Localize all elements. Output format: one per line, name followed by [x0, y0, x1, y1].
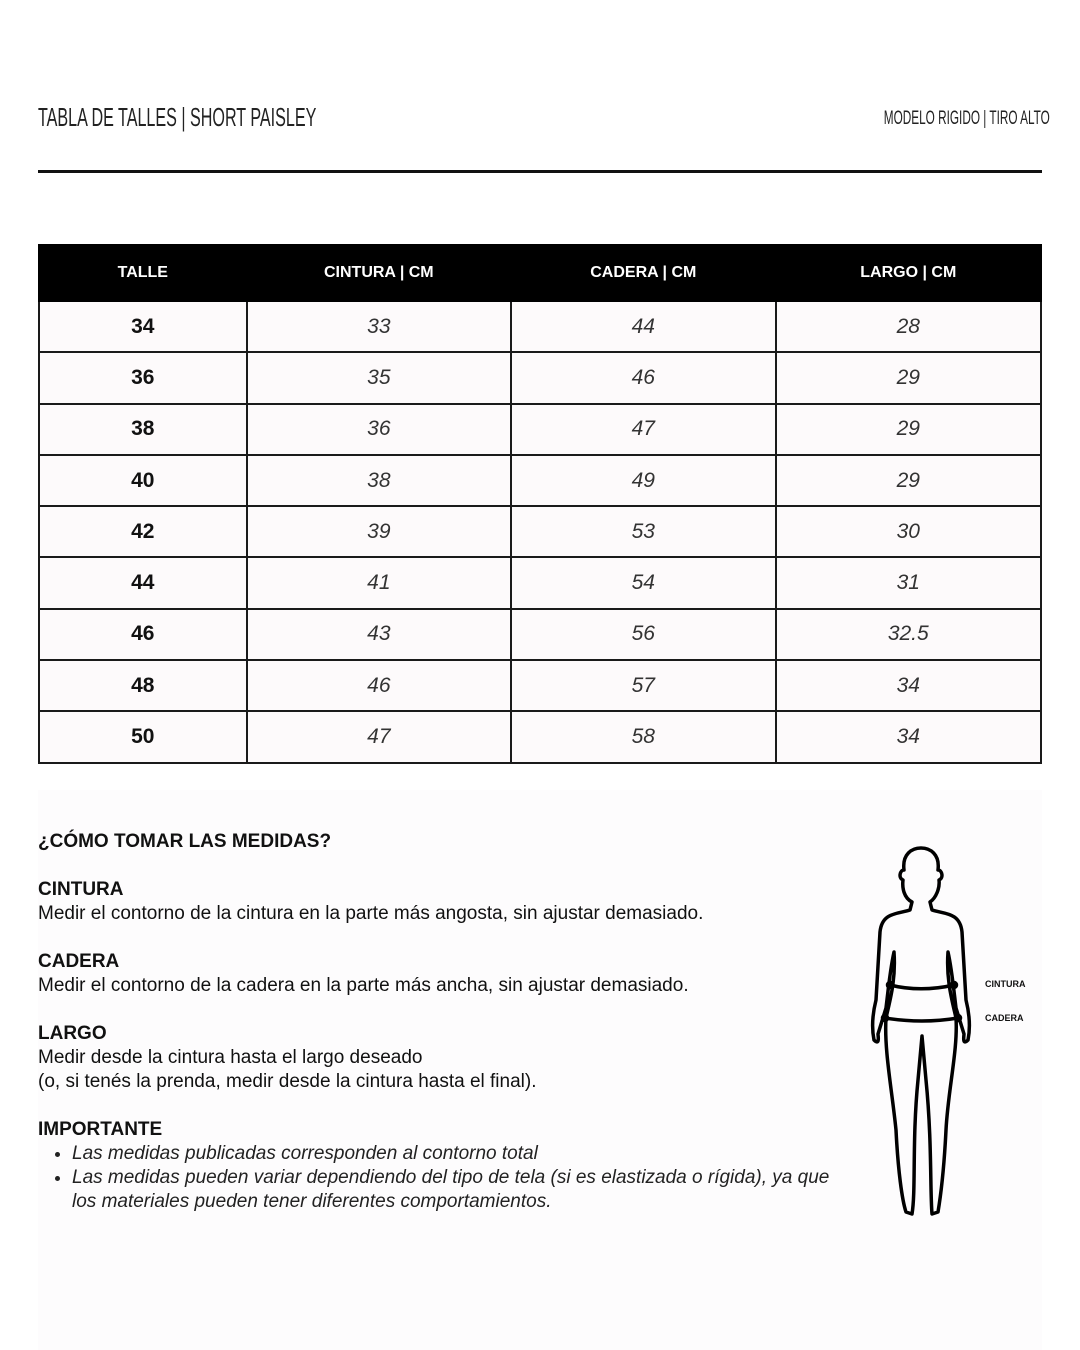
measurement-cell: 28 — [774, 299, 1043, 354]
measurement-cell: 29 — [774, 351, 1043, 405]
measurement-cell: 47 — [510, 402, 777, 456]
size-cell: 34 — [38, 299, 248, 354]
measurement-cell: 41 — [245, 556, 513, 610]
table-row: 48 46 57 34 — [38, 659, 1043, 713]
measurement-cell: 44 — [510, 299, 777, 354]
measurement-cell: 38 — [245, 453, 513, 508]
divider — [38, 170, 1042, 173]
largo-text-2: (o, si tenés la prenda, medir desde la c… — [38, 1071, 537, 1092]
measurement-cell: 29 — [774, 453, 1043, 508]
size-cell: 40 — [38, 453, 248, 508]
largo-title: LARGO — [38, 1023, 107, 1044]
measurement-cell: 39 — [245, 505, 513, 559]
measurement-cell: 47 — [245, 710, 513, 764]
measurement-cell: 30 — [774, 505, 1043, 559]
measurement-cell: 34 — [774, 659, 1043, 713]
table-row: 34 33 44 28 — [38, 299, 1043, 354]
size-cell: 42 — [38, 505, 248, 559]
table-row: 40 38 49 29 — [38, 453, 1043, 508]
column-header: LARGO | CM — [774, 244, 1043, 302]
waist-label: CINTURA — [985, 979, 1026, 989]
size-cell: 44 — [38, 556, 248, 610]
important-item: Las medidas pueden variar dependiendo de… — [72, 1166, 832, 1214]
measurement-cell: 29 — [774, 402, 1043, 456]
size-cell: 48 — [38, 659, 248, 713]
table-row: 36 35 46 29 — [38, 351, 1043, 405]
importante-title: IMPORTANTE — [38, 1119, 163, 1140]
measurement-cell: 49 — [510, 453, 777, 508]
column-header: TALLE — [38, 244, 248, 302]
table-row: 38 36 47 29 — [38, 402, 1043, 456]
size-cell: 46 — [38, 607, 248, 662]
guide-heading: ¿CÓMO TOMAR LAS MEDIDAS? — [38, 831, 332, 852]
cadera-text: Medir el contorno de la cadera en la par… — [38, 975, 689, 996]
table-row: 42 39 53 30 — [38, 505, 1043, 559]
measurement-cell: 53 — [510, 505, 777, 559]
measurement-cell: 54 — [510, 556, 777, 610]
table-row: 50 47 58 34 — [38, 710, 1043, 764]
page-subtitle: MODELO RIGIDO | TIRO ALTO — [883, 108, 1050, 129]
measurement-guide: ¿CÓMO TOMAR LAS MEDIDAS? CINTURA Medir e… — [38, 830, 832, 1214]
measurement-cell: 46 — [510, 351, 777, 405]
table-row: 44 41 54 31 — [38, 556, 1043, 610]
measurement-cell: 58 — [510, 710, 777, 764]
size-cell: 50 — [38, 710, 248, 764]
cadera-title: CADERA — [38, 951, 120, 972]
measurement-cell: 57 — [510, 659, 777, 713]
size-table: TALLE CINTURA | CM CADERA | CM LARGO | CM 3… — [38, 244, 1043, 764]
cintura-text: Medir el contorno de la cintura en la pa… — [38, 903, 704, 924]
column-header: CADERA | CM — [510, 244, 777, 302]
size-cell: 38 — [38, 402, 248, 456]
page-title: TABLA DE TALLES | SHORT PAISLEY — [38, 102, 317, 132]
measurement-cell: 34 — [774, 710, 1043, 764]
measurement-cell: 46 — [245, 659, 513, 713]
cintura-title: CINTURA — [38, 879, 124, 900]
measurement-cell: 33 — [245, 299, 513, 354]
important-item: Las medidas publicadas corresponden al c… — [72, 1142, 832, 1166]
body-outline-icon — [870, 846, 972, 1216]
measurement-cell: 35 — [245, 351, 513, 405]
background-panel — [38, 790, 1042, 1350]
table-row: 46 43 56 32.5 — [38, 607, 1043, 662]
body-figure: CINTURA CADERA — [860, 840, 1026, 1225]
measurement-cell: 32.5 — [774, 607, 1043, 662]
size-cell: 36 — [38, 351, 248, 405]
column-header: CINTURA | CM — [245, 244, 513, 302]
measurement-cell: 31 — [774, 556, 1043, 610]
hip-label: CADERA — [985, 1013, 1024, 1023]
largo-text: Medir desde la cintura hasta el largo de… — [38, 1047, 423, 1068]
measurement-cell: 56 — [510, 607, 777, 662]
measurement-cell: 36 — [245, 402, 513, 456]
measurement-cell: 43 — [245, 607, 513, 662]
